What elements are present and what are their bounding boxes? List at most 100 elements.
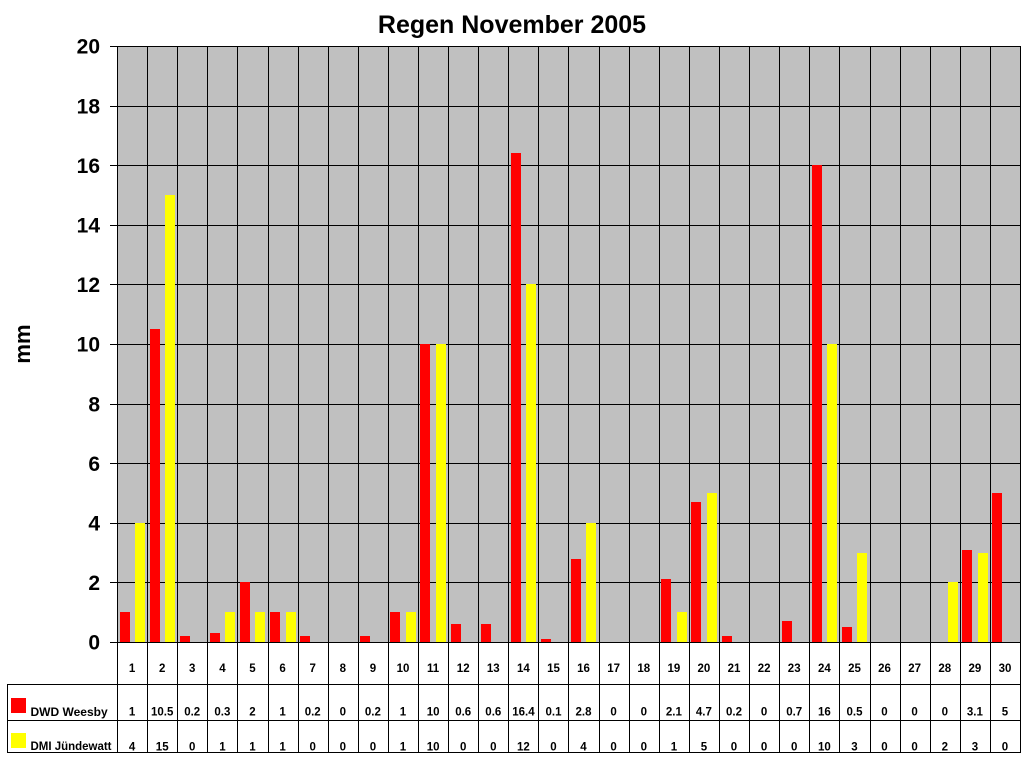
svg-text:0.2: 0.2 (365, 707, 381, 719)
svg-text:5: 5 (249, 663, 256, 675)
svg-text:6: 6 (88, 453, 100, 476)
svg-text:0: 0 (881, 742, 887, 754)
svg-text:3: 3 (189, 663, 195, 675)
svg-text:0: 0 (641, 742, 647, 754)
svg-text:15: 15 (156, 742, 169, 754)
svg-text:27: 27 (908, 663, 921, 675)
svg-text:0.7: 0.7 (786, 707, 802, 719)
svg-text:14: 14 (517, 663, 530, 675)
svg-text:0: 0 (550, 742, 556, 754)
svg-text:21: 21 (728, 663, 741, 675)
svg-text:10: 10 (427, 742, 440, 754)
svg-text:4: 4 (219, 663, 226, 675)
svg-text:5: 5 (1002, 707, 1009, 719)
svg-text:10: 10 (397, 663, 410, 675)
svg-text:0.3: 0.3 (214, 707, 230, 719)
svg-text:0: 0 (731, 742, 737, 754)
svg-text:14: 14 (77, 215, 101, 238)
svg-text:12: 12 (517, 742, 530, 754)
svg-text:0: 0 (911, 707, 917, 719)
svg-text:25: 25 (848, 663, 861, 675)
svg-text:7: 7 (309, 663, 315, 675)
svg-text:0: 0 (340, 742, 346, 754)
svg-text:16: 16 (818, 707, 831, 719)
svg-text:4: 4 (88, 513, 100, 536)
svg-text:15: 15 (547, 663, 560, 675)
svg-text:8: 8 (340, 663, 347, 675)
svg-text:4.7: 4.7 (696, 707, 712, 719)
svg-text:1: 1 (219, 742, 226, 754)
svg-text:16.4: 16.4 (512, 707, 535, 719)
svg-text:Regen November 2005: Regen November 2005 (378, 11, 646, 39)
svg-text:0.5: 0.5 (847, 707, 864, 719)
svg-text:0: 0 (881, 707, 887, 719)
svg-text:10.5: 10.5 (151, 707, 174, 719)
svg-text:2: 2 (88, 572, 100, 595)
svg-text:30: 30 (999, 663, 1012, 675)
svg-text:0.2: 0.2 (726, 707, 742, 719)
svg-text:0: 0 (791, 742, 797, 754)
svg-text:3: 3 (851, 742, 857, 754)
svg-text:0: 0 (370, 742, 376, 754)
svg-text:10: 10 (818, 742, 831, 754)
svg-text:0: 0 (189, 742, 195, 754)
svg-text:16: 16 (77, 155, 100, 178)
svg-text:1: 1 (129, 663, 136, 675)
svg-text:1: 1 (671, 742, 678, 754)
svg-text:mm: mm (10, 324, 35, 363)
svg-text:0: 0 (1002, 742, 1008, 754)
svg-text:20: 20 (698, 663, 711, 675)
svg-text:22: 22 (758, 663, 771, 675)
svg-text:2.8: 2.8 (576, 707, 593, 719)
svg-text:2.1: 2.1 (666, 707, 683, 719)
svg-text:0: 0 (641, 707, 647, 719)
svg-text:0: 0 (340, 707, 346, 719)
svg-text:0: 0 (911, 742, 917, 754)
svg-text:5: 5 (701, 742, 708, 754)
svg-text:0.6: 0.6 (485, 707, 501, 719)
svg-text:DWD Weesby: DWD Weesby (31, 705, 108, 719)
svg-text:2: 2 (159, 663, 165, 675)
svg-text:0: 0 (761, 707, 767, 719)
svg-text:0.6: 0.6 (455, 707, 471, 719)
svg-text:8: 8 (88, 393, 100, 416)
svg-text:12: 12 (77, 274, 100, 297)
svg-text:11: 11 (427, 663, 440, 675)
svg-text:12: 12 (457, 663, 470, 675)
svg-text:0: 0 (309, 742, 315, 754)
svg-text:29: 29 (969, 663, 982, 675)
svg-text:26: 26 (878, 663, 891, 675)
svg-text:2: 2 (249, 707, 255, 719)
svg-text:1: 1 (279, 707, 286, 719)
svg-text:18: 18 (77, 95, 101, 118)
svg-text:0: 0 (490, 742, 496, 754)
svg-text:4: 4 (580, 742, 587, 754)
svg-text:3.1: 3.1 (967, 707, 984, 719)
svg-text:DMI Jündewatt: DMI Jündewatt (31, 739, 112, 753)
svg-text:0: 0 (942, 707, 948, 719)
svg-text:0.2: 0.2 (305, 707, 321, 719)
svg-text:6: 6 (279, 663, 285, 675)
svg-text:4: 4 (129, 742, 136, 754)
svg-text:2: 2 (942, 742, 948, 754)
svg-text:19: 19 (668, 663, 681, 675)
svg-text:0: 0 (761, 742, 767, 754)
svg-text:9: 9 (370, 663, 376, 675)
svg-text:0.1: 0.1 (546, 707, 563, 719)
svg-text:17: 17 (607, 663, 620, 675)
svg-text:1: 1 (249, 742, 256, 754)
svg-text:0: 0 (610, 742, 616, 754)
svg-text:23: 23 (788, 663, 801, 675)
svg-text:1: 1 (279, 742, 286, 754)
svg-text:18: 18 (637, 663, 650, 675)
svg-text:1: 1 (400, 707, 407, 719)
svg-text:10: 10 (427, 707, 440, 719)
svg-text:1: 1 (400, 742, 407, 754)
svg-text:10: 10 (77, 334, 100, 357)
svg-text:28: 28 (938, 663, 951, 675)
svg-text:0: 0 (610, 707, 616, 719)
svg-text:1: 1 (129, 707, 136, 719)
svg-text:16: 16 (577, 663, 590, 675)
svg-text:0.2: 0.2 (184, 707, 200, 719)
svg-text:3: 3 (972, 742, 978, 754)
